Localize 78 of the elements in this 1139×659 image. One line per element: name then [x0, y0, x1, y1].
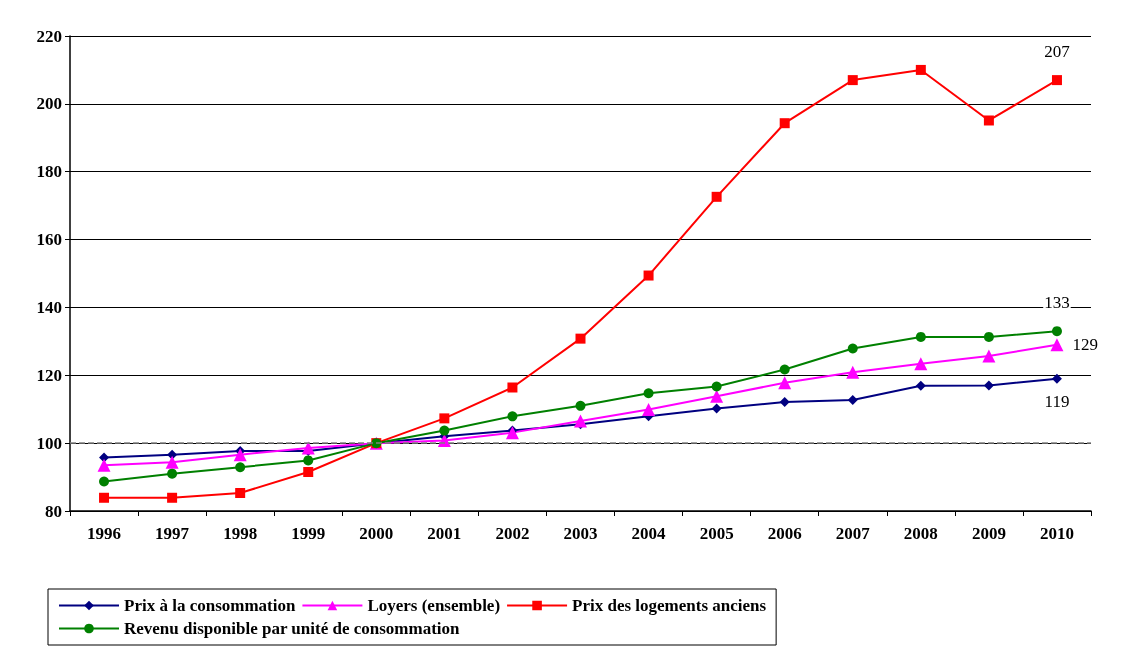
- point: [779, 118, 790, 129]
- data-label: 129: [1072, 335, 1098, 355]
- x-tick-label: 2001: [427, 524, 462, 543]
- x-tick-label: 1999: [291, 524, 326, 543]
- x-tick-label: 2009: [971, 524, 1006, 543]
- legend-label: Revenu disponible par unité de consommation: [124, 619, 461, 638]
- point: [1051, 326, 1062, 337]
- x-tick-label: 2005: [699, 524, 734, 543]
- legend-label: Prix à la consommation: [124, 596, 296, 615]
- point: [574, 414, 587, 428]
- x-tick-label: 2000: [359, 524, 394, 543]
- y-tick-label: 80: [45, 501, 62, 521]
- point: [167, 492, 178, 503]
- point: [915, 380, 926, 391]
- point: [915, 64, 926, 75]
- point: [983, 380, 994, 391]
- point: [642, 403, 656, 417]
- point: [1051, 75, 1062, 86]
- y-tick-label: 180: [36, 162, 62, 182]
- point: [235, 488, 246, 499]
- point: [303, 455, 314, 466]
- x-tick-label: 2006: [767, 524, 802, 543]
- point: [847, 343, 858, 354]
- x-tick-label: 2004: [631, 524, 667, 543]
- point: [439, 413, 450, 424]
- point: [710, 389, 724, 403]
- point: [439, 425, 450, 436]
- y-tick-label: 200: [36, 94, 62, 114]
- point: [235, 462, 246, 473]
- y-tick-label: 100: [36, 433, 62, 453]
- x-tick-label: 2002: [495, 524, 530, 543]
- point: [847, 395, 858, 406]
- x-tick-label: 2010: [1039, 524, 1074, 543]
- point: [711, 191, 722, 202]
- legend-label: Prix des logements anciens: [572, 596, 767, 615]
- point: [507, 382, 518, 393]
- point: [1050, 338, 1064, 352]
- point: [914, 357, 928, 371]
- point: [778, 376, 792, 390]
- data-label: 133: [1044, 293, 1070, 313]
- y-tick-label: 160: [36, 230, 62, 250]
- point: [165, 455, 179, 469]
- point: [1051, 373, 1062, 384]
- point: [983, 115, 994, 126]
- point: [982, 349, 996, 363]
- point: [233, 448, 247, 462]
- x-tick-label: 1998: [223, 524, 258, 543]
- y-tick-label: 220: [36, 26, 62, 46]
- legend-label: Loyers (ensemble): [367, 596, 501, 615]
- point: [507, 411, 518, 422]
- point: [846, 365, 860, 379]
- x-tick-label: 1996: [87, 524, 122, 543]
- x-tick-label: 2008: [903, 524, 938, 543]
- point: [575, 400, 586, 411]
- point: [847, 75, 858, 86]
- point: [167, 468, 178, 479]
- point: [779, 364, 790, 375]
- point: [643, 270, 654, 281]
- x-tick-label: 2007: [835, 524, 871, 543]
- point: [99, 452, 110, 463]
- point: [99, 476, 110, 487]
- point: [711, 403, 722, 414]
- point: [99, 492, 110, 503]
- point: [575, 333, 586, 344]
- point: [643, 388, 654, 399]
- point: [711, 381, 722, 392]
- point: [915, 331, 926, 342]
- x-tick-label: 2003: [563, 524, 598, 543]
- x-tick-label: 1997: [155, 524, 190, 543]
- y-tick-label: 140: [36, 297, 62, 317]
- y-tick-label: 120: [36, 365, 62, 385]
- data-label: 207: [1044, 42, 1071, 62]
- point: [97, 458, 111, 472]
- point: [303, 466, 314, 477]
- point: [779, 397, 790, 408]
- point: [505, 426, 519, 440]
- point: [983, 331, 994, 342]
- data-label: 119: [1044, 391, 1070, 411]
